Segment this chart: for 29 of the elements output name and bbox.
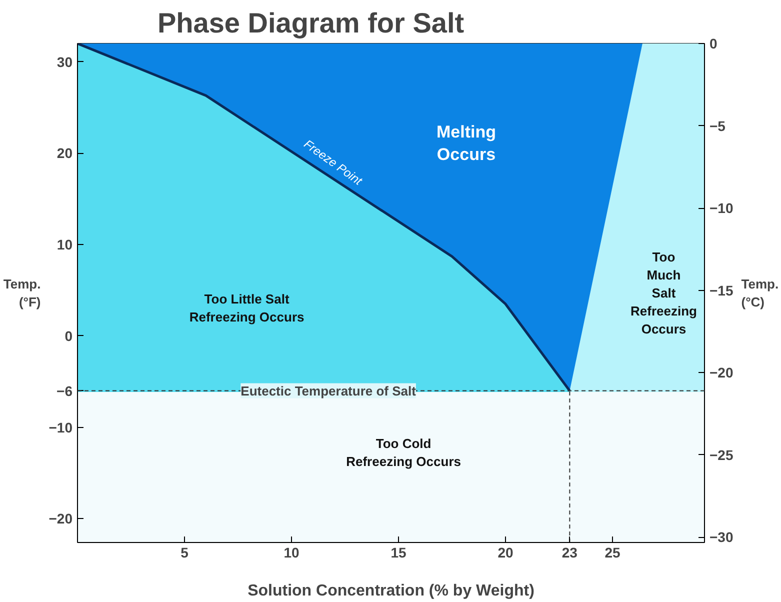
ref-line-label: Eutectic Temperature of Salt [240,383,417,398]
y2-tick-label: −5 [710,118,726,134]
x-axis-title: Solution Concentration (% by Weight) [248,582,534,600]
y-tick-label: 30 [56,54,73,70]
y2-axis-title: Temp. (°C) [741,276,779,310]
y2-tick-label: −20 [710,364,734,381]
y2-tick-label: 0 [710,36,718,52]
annotation: Melting Occurs [436,122,496,164]
x-tick-label: 15 [390,544,406,560]
y-axis-title: Temp. (°F) [3,276,41,310]
x-tick-label: 10 [284,544,300,560]
y2-tick-label: −25 [710,446,734,463]
y2-tick-label: −30 [710,529,734,546]
x-tick-label: 5 [180,544,189,560]
y-tick-label: 20 [56,145,73,162]
y2-tick-label: −10 [710,200,734,216]
y2-tick-label: −15 [710,282,734,298]
x-tick-label: 25 [604,544,620,560]
y-tick-label: 0 [64,328,73,344]
chart-title: Phase Diagram for Salt [158,8,464,38]
x-tick-label: 20 [498,544,514,560]
y-tick-label: −6 [56,382,73,399]
annotation: Too Little Salt Refreezing Occurs [189,291,304,324]
x-tick-label: 23 [562,544,578,560]
y-tick-label: 10 [56,236,73,253]
annotation: Too Much Salt Refreezing Occurs [630,250,698,336]
y-tick-label: −20 [48,510,73,527]
annotation: Too Cold Refreezing Occurs [346,436,461,470]
y-tick-label: −10 [48,419,73,436]
